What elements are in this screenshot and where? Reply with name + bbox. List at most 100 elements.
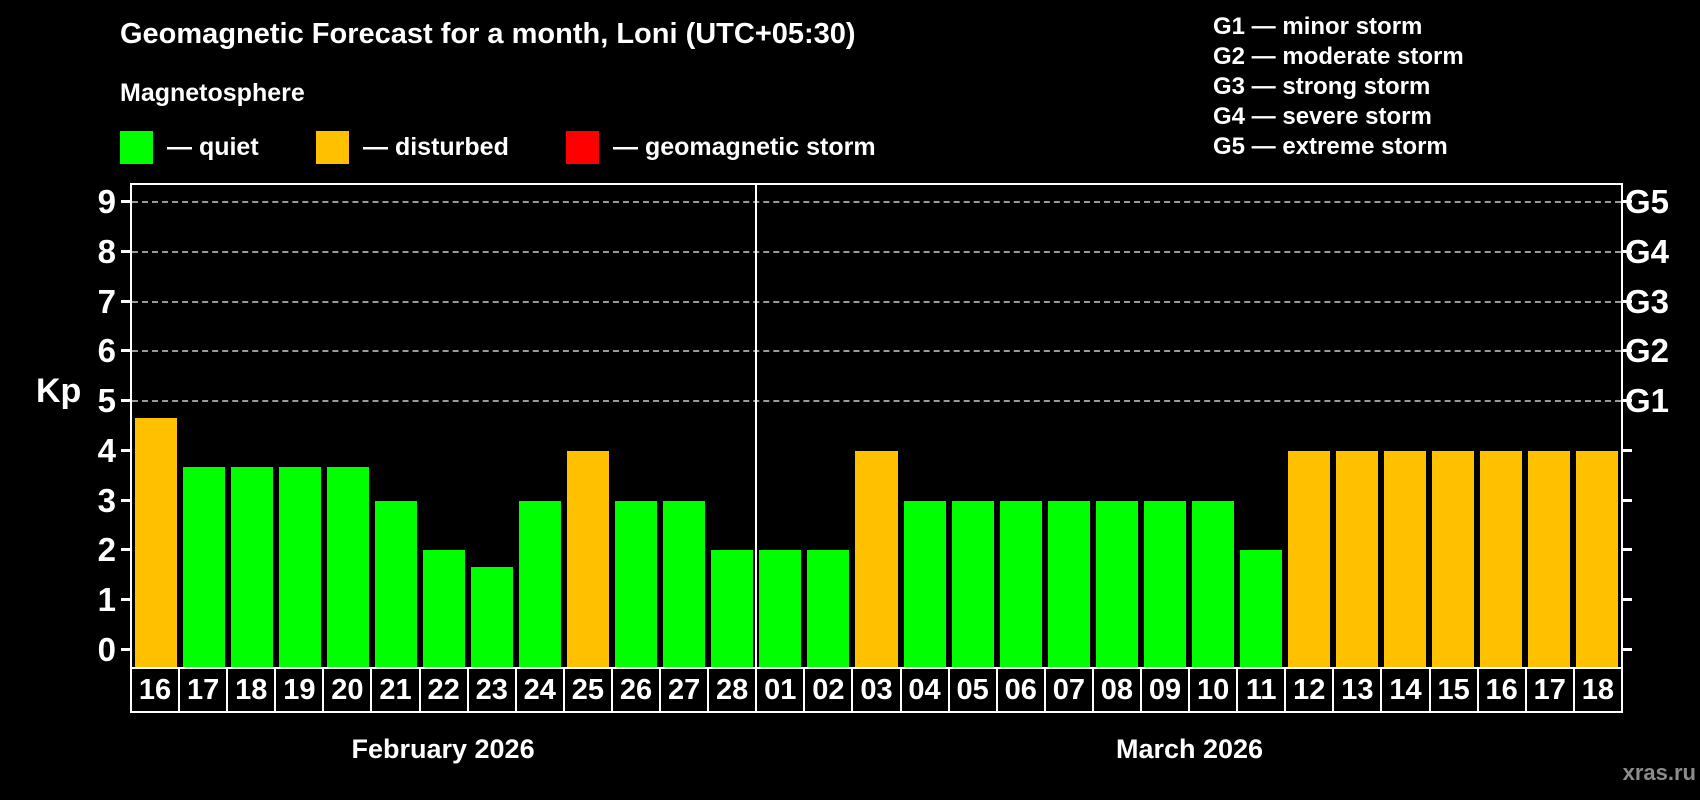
kp-bar-day-02 [807,550,850,667]
day-label-cell-04: 04 [899,667,950,713]
legend-label-storm: — geomagnetic storm [613,132,876,161]
right-tick-2 [1623,548,1632,552]
bar-slot-19 [276,185,324,667]
day-label-cell-20: 20 [322,667,373,713]
bar-slot-28 [708,185,756,667]
bar-slot-23 [468,185,516,667]
day-label-cell-22: 22 [418,667,469,713]
bar-slot-13 [1333,185,1381,667]
legend-item-quiet: — quiet [120,130,259,164]
left-tick-4 [121,448,130,452]
y-axis-title: Kp [36,372,82,410]
left-tick-6 [121,349,130,353]
left-tick-5 [121,399,130,403]
left-tick-3 [121,498,130,502]
day-label-cell-07: 07 [1043,667,1094,713]
bar-slot-17 [1525,185,1573,667]
bar-slot-14 [1381,185,1429,667]
y-axis-tick-label-9: 9 [97,182,116,220]
g-axis-label-g1: G1 [1625,382,1670,420]
y-axis-tick-label-4: 4 [97,431,116,469]
bar-slot-22 [420,185,468,667]
kp-bar-day-07 [1047,500,1090,667]
bar-slot-03 [852,185,900,667]
kp-bar-day-12 [1287,450,1330,667]
day-label-cell-17: 17 [1524,667,1575,713]
gridline-kp-5 [132,400,1621,403]
bar-slot-27 [660,185,708,667]
kp-bar-day-17 [183,467,226,667]
right-tick-1 [1623,598,1632,602]
day-label-cell-06: 06 [995,667,1046,713]
day-label-cell-13: 13 [1332,667,1383,713]
bar-slot-18 [1573,185,1621,667]
left-tick-8 [121,249,130,253]
right-tick-0 [1623,648,1632,651]
kp-bar-day-05 [951,500,994,667]
kp-bar-day-06 [999,500,1042,667]
bars-layer [132,185,1621,667]
bar-slot-12 [1285,185,1333,667]
kp-bar-day-04 [903,500,946,667]
g-axis-label-g4: G4 [1625,232,1670,270]
day-label-cell-24: 24 [514,667,565,713]
day-label-cell-12: 12 [1284,667,1335,713]
kp-bar-day-13 [1335,450,1378,667]
kp-bar-day-20 [327,467,370,667]
right-tick-7 [1623,299,1632,303]
day-label-cell-25: 25 [562,667,613,713]
day-label-cell-10: 10 [1188,667,1239,713]
kp-bar-day-10 [1191,500,1234,667]
day-label-cell-03: 03 [851,667,902,713]
bar-slot-26 [612,185,660,667]
legend-label-disturbed: — disturbed [363,132,509,161]
disturbed-swatch-icon [316,130,349,164]
kp-bar-day-22 [423,550,466,667]
day-label-cell-26: 26 [610,667,662,713]
day-label-cell-02: 02 [803,667,854,713]
bar-slot-07 [1045,185,1093,667]
storm-swatch-icon [566,130,599,164]
bar-slot-17 [180,185,228,667]
kp-bar-day-23 [471,566,514,667]
left-tick-0 [121,648,130,651]
storm-scale-line-g1: G1 — minor storm [1213,13,1423,40]
day-label-cell-14: 14 [1380,667,1431,713]
bar-slot-16 [1477,185,1525,667]
storm-scale-line-g3: G3 — strong storm [1213,73,1431,100]
bar-slot-24 [516,185,564,667]
bar-slot-15 [1429,185,1477,667]
day-label-cell-16: 16 [130,667,181,713]
bar-slot-06 [997,185,1045,667]
watermark: xras.ru [1622,760,1696,785]
y-axis-tick-label-8: 8 [97,232,116,270]
storm-scale-line-g4: G4 — severe storm [1213,103,1432,130]
storm-scale-legend: G1 — minor storm G2 — moderate storm G3 … [1213,12,1464,162]
y-axis-tick-label-1: 1 [97,581,116,619]
y-axis-tick-label-5: 5 [97,382,116,420]
bar-slot-08 [1093,185,1141,667]
day-label-cell-18: 18 [226,667,277,713]
g-axis-label-g3: G3 [1625,282,1670,320]
kp-bar-day-28 [711,550,754,667]
right-tick-5 [1623,399,1632,403]
kp-bar-day-16 [1479,450,1522,667]
left-tick-9 [121,199,130,203]
kp-bar-day-01 [759,550,802,667]
kp-bar-day-15 [1431,450,1474,667]
bar-slot-09 [1141,185,1189,667]
storm-scale-line-g5: G5 — extreme storm [1213,133,1448,160]
legend-label-quiet: — quiet [167,132,259,161]
g-axis-label-g5: G5 [1625,182,1670,220]
kp-bar-day-26 [615,500,658,667]
kp-bar-day-03 [855,450,898,667]
day-label-cell-23: 23 [466,667,517,713]
y-axis-tick-label-2: 2 [97,531,116,569]
right-tick-8 [1623,249,1632,253]
g-axis-label-g2: G2 [1625,332,1670,370]
day-label-cell-16: 16 [1476,667,1527,713]
kp-bar-day-16 [135,417,178,667]
kp-bar-day-11 [1239,550,1282,667]
month-separator-line [755,185,758,667]
y-axis-tick-label-7: 7 [97,282,116,320]
